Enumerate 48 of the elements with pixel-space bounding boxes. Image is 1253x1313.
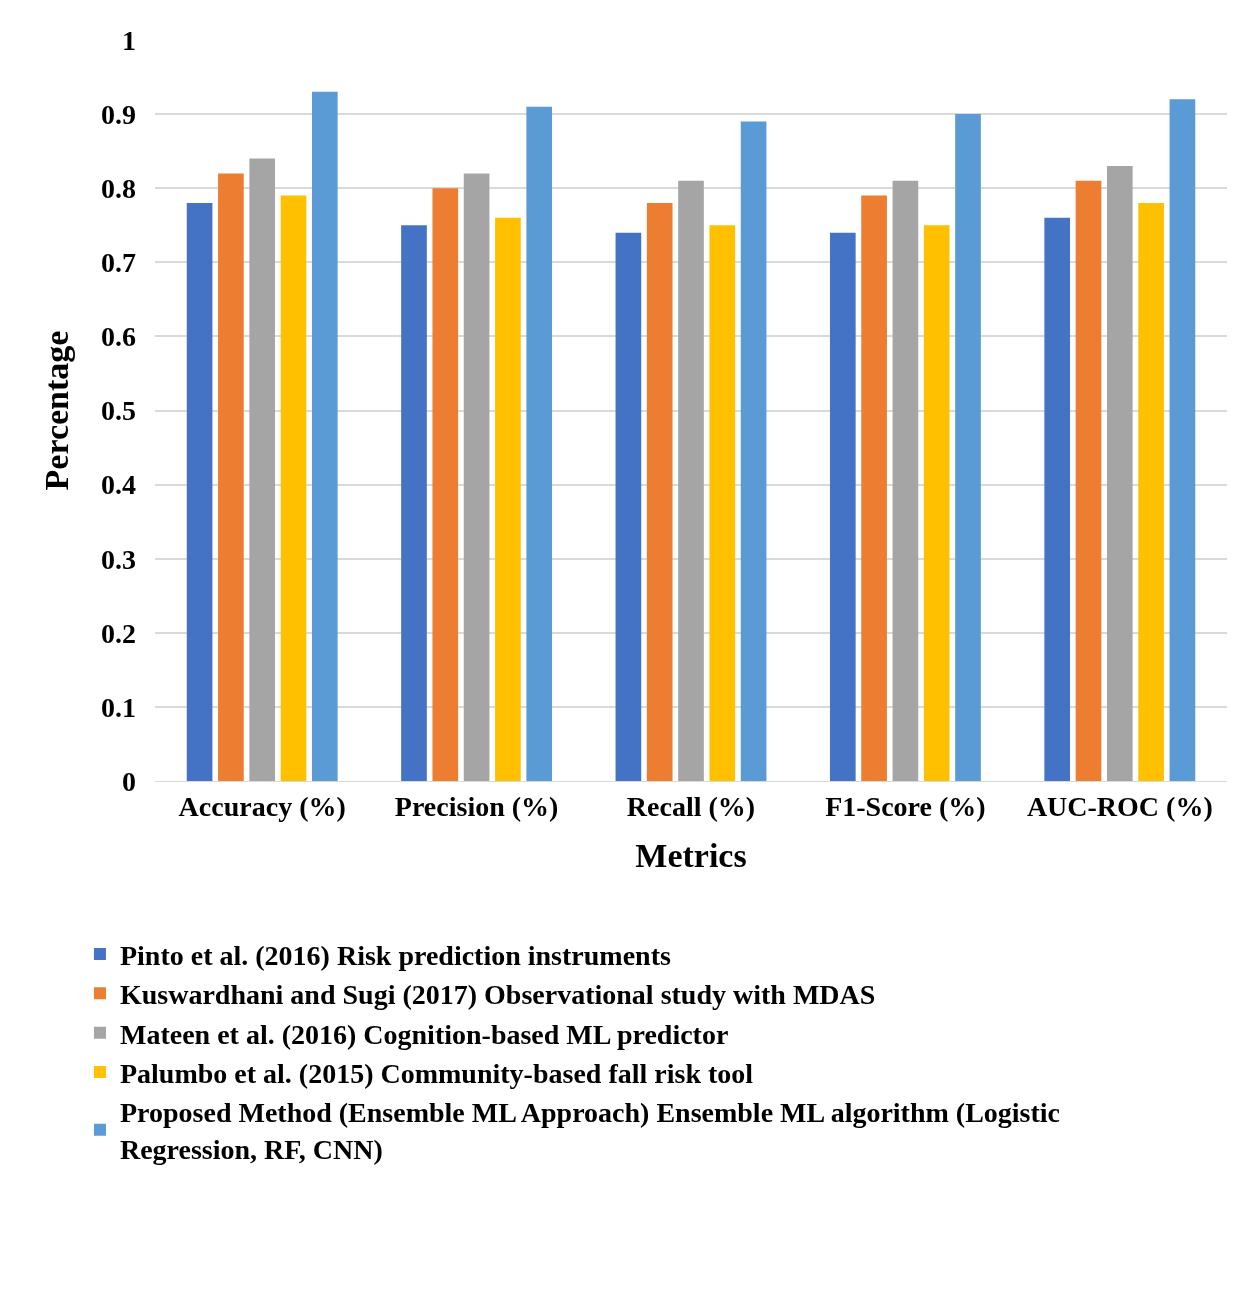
legend-label: Pinto et al. (2016) Risk prediction instruments	[119, 939, 671, 971]
bar	[401, 225, 427, 781]
y-tick-label: 0.2	[101, 617, 136, 649]
bar	[646, 203, 673, 781]
bar	[678, 180, 704, 781]
bar	[463, 173, 490, 781]
bar	[432, 188, 459, 781]
y-tick-label: 0.4	[101, 469, 136, 501]
x-tick-label: Accuracy (%)	[178, 790, 346, 822]
y-axis-title: Percentage	[37, 330, 75, 491]
bar	[955, 114, 981, 781]
bar	[280, 195, 307, 781]
bar	[495, 217, 521, 781]
bar	[218, 173, 244, 781]
bar	[892, 180, 919, 781]
x-tick-label: AUC-ROC (%)	[1026, 790, 1213, 822]
y-tick-label: 0	[122, 765, 136, 797]
bar	[1075, 180, 1102, 781]
bar	[1044, 217, 1071, 781]
bar	[829, 232, 856, 781]
y-tick-label: 0.1	[101, 691, 136, 723]
bar	[1169, 99, 1196, 781]
bar	[861, 195, 887, 781]
bar	[740, 121, 767, 781]
x-tick-label: Recall (%)	[626, 790, 756, 822]
legend-label: Kuswardhani and Sugi (2017) Observational study with MDAS	[119, 979, 876, 1011]
y-tick-label: 0.9	[101, 98, 136, 130]
legend-label: Mateen et al. (2016) Cognition-based ML predictor	[119, 1018, 729, 1050]
bar	[249, 158, 276, 781]
y-tick-label: 0.5	[101, 395, 136, 427]
bar	[311, 91, 338, 781]
x-axis-title: Metrics	[635, 836, 747, 874]
bar	[186, 203, 213, 781]
y-tick-label: 0.6	[101, 321, 136, 353]
legend-label: Palumbo et al. (2015) Community-based fall risk tool	[119, 1058, 754, 1090]
bar	[1106, 165, 1133, 781]
bar	[526, 106, 553, 781]
y-tick-label: 1	[122, 24, 136, 56]
legend-label: Proposed Method (Ensemble ML Approach) Ensemble ML algorithm (Logistic Regression, RF, CNN)	[119, 1097, 1061, 1165]
x-tick-label: F1-Score (%)	[825, 790, 986, 822]
x-tick-label: Precision (%)	[394, 790, 559, 822]
y-tick-label: 0.3	[101, 543, 136, 575]
bar	[615, 232, 642, 781]
y-tick-label: 0.7	[101, 247, 136, 279]
bar	[709, 225, 736, 781]
bar	[923, 225, 950, 781]
bar	[1138, 203, 1164, 781]
y-tick-label: 0.8	[101, 173, 136, 204]
